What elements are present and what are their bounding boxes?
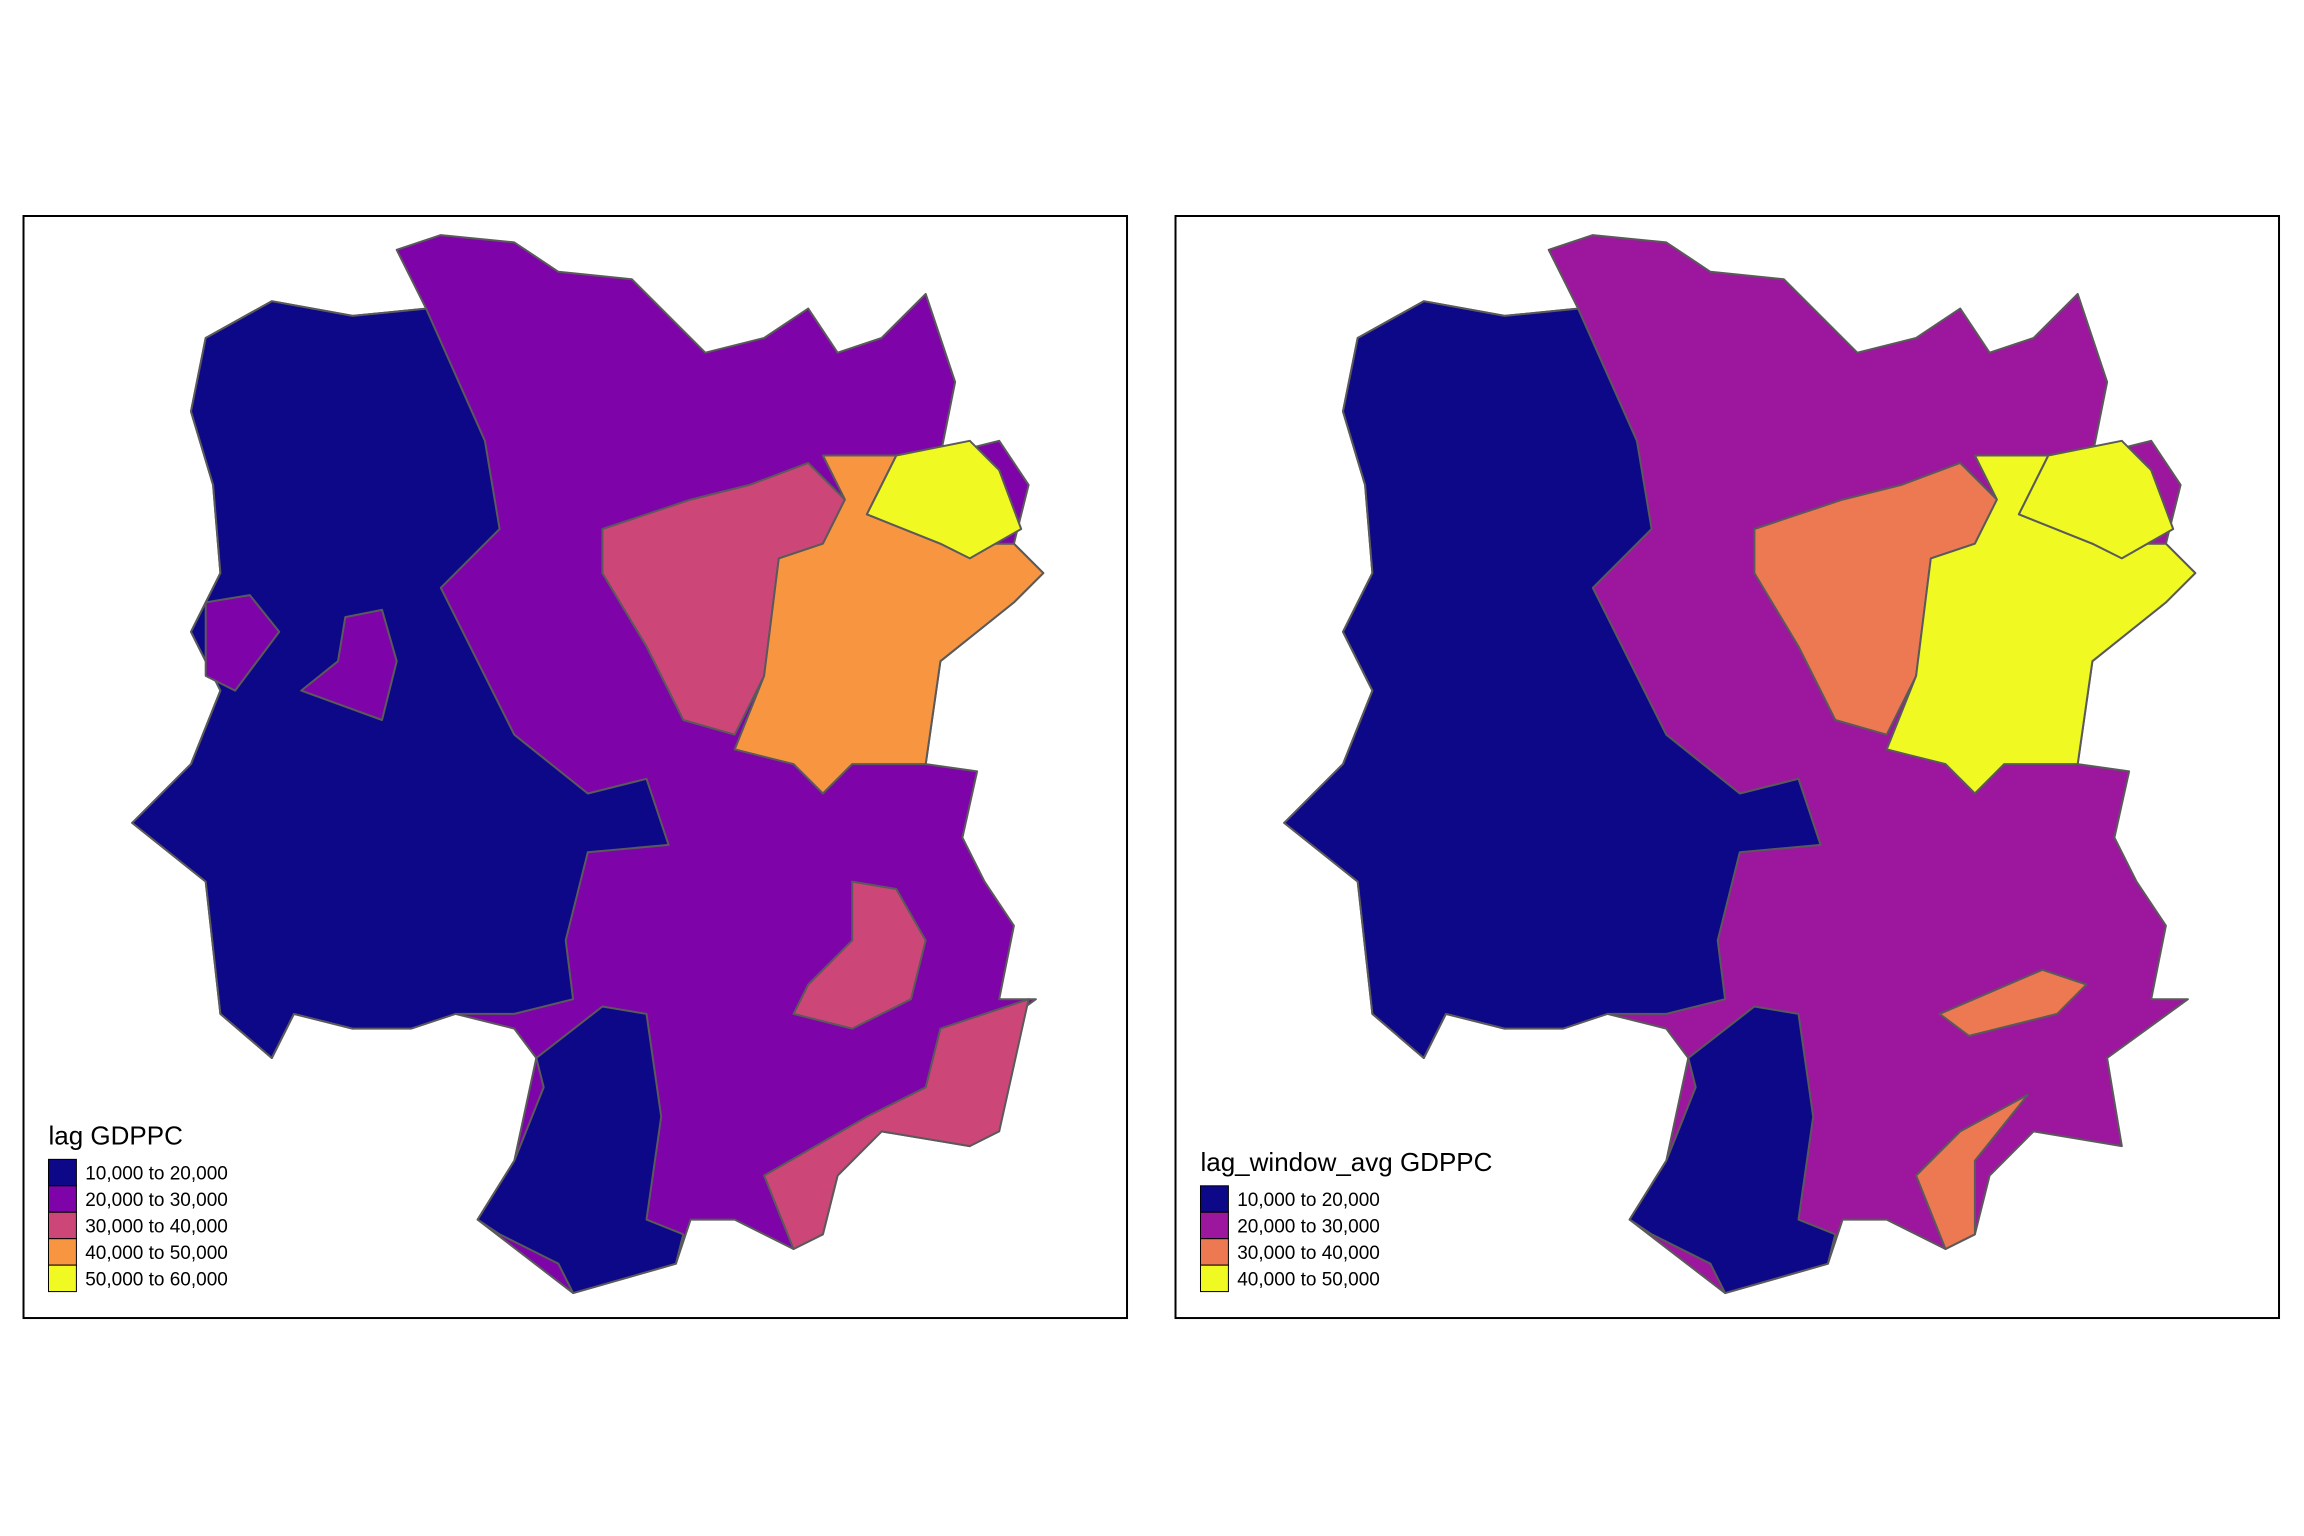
legend-label: 20,000 to 30,000 [85,1190,228,1211]
region [1283,300,1822,1059]
legend-label: 40,000 to 50,000 [85,1243,228,1264]
legend-label: 10,000 to 20,000 [85,1164,228,1185]
region [1938,968,2088,1037]
map-panel: lag_window_avg GDPPC 10,000 to 20,000 20,0… [1174,215,2281,1320]
legend-swatch [1199,1185,1229,1213]
legend-title: lag GDPPC [48,1121,182,1151]
legend-label: 30,000 to 40,000 [1237,1243,1380,1264]
legend-swatch [47,1211,77,1240]
legend-label: 30,000 to 40,000 [85,1216,228,1237]
region [2017,439,2175,560]
map-panel: lag GDPPC 10,000 to 20,000 20,000 to 30,00… [22,215,1129,1320]
legend-swatch [47,1238,77,1266]
region [865,439,1023,560]
region [204,594,281,692]
region [1628,1005,1837,1295]
legend-label: 20,000 to 30,000 [1237,1216,1380,1237]
legend-swatch [1199,1211,1229,1240]
region [476,1005,685,1295]
legend-swatch [47,1158,77,1187]
legend-title: lag_window_avg GDPPC [1200,1147,1492,1177]
legend-swatch [47,1264,77,1293]
region [792,880,927,1030]
legend-label: 10,000 to 20,000 [1237,1190,1380,1211]
region [763,998,1030,1250]
region [300,608,398,721]
legend-label: 40,000 to 50,000 [1237,1269,1380,1290]
region [1915,1093,2029,1250]
legend-swatch [47,1185,77,1213]
legend-swatch [1199,1264,1229,1293]
legend-swatch [1199,1238,1229,1266]
legend-label: 50,000 to 60,000 [85,1269,228,1290]
